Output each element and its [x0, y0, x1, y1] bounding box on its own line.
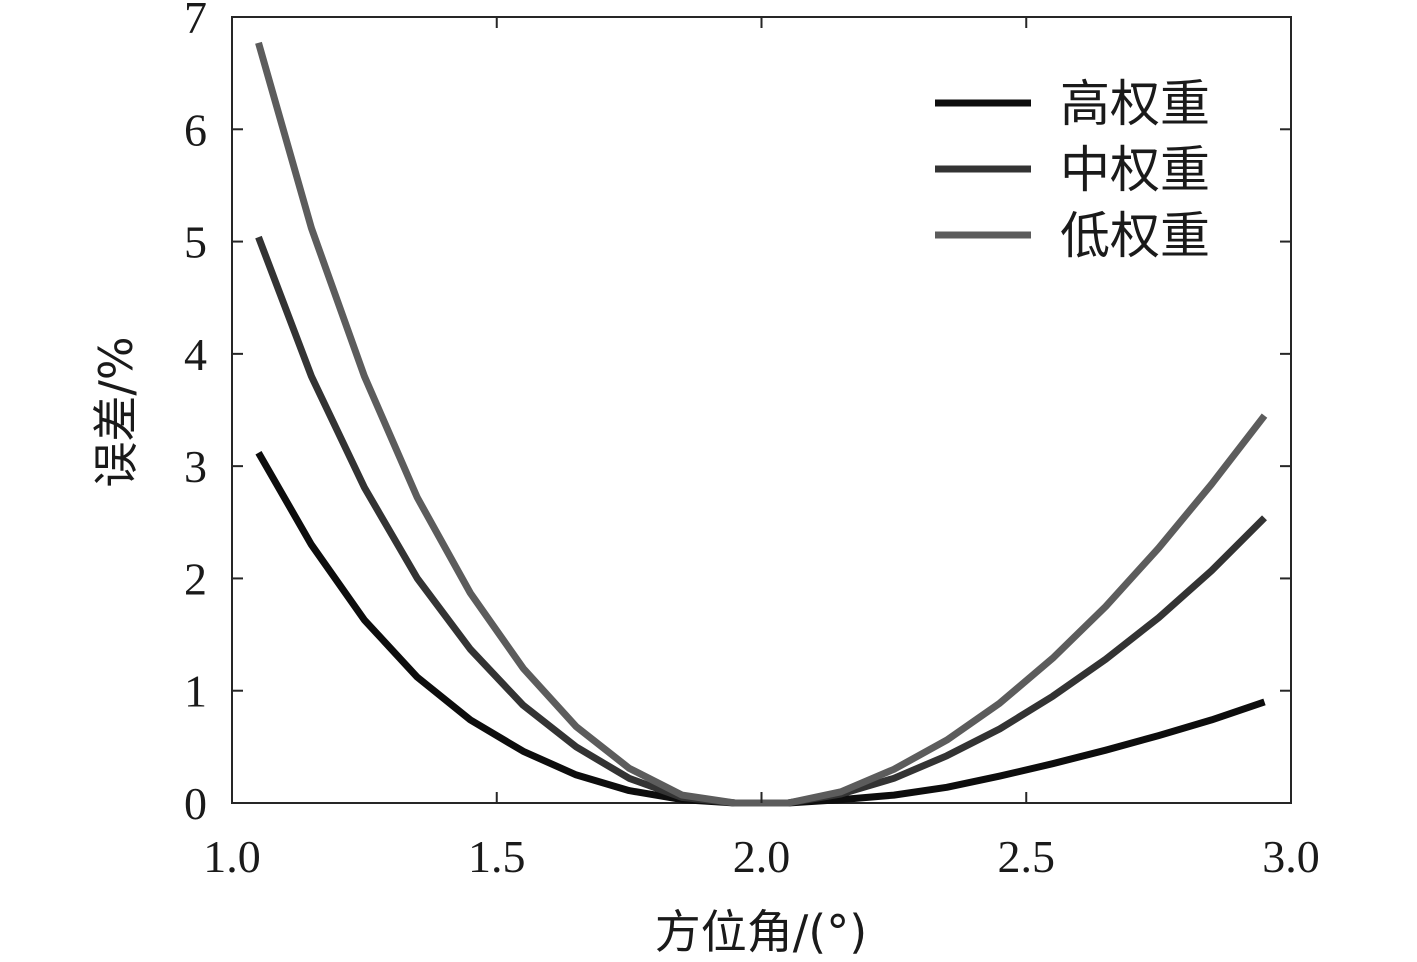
y-tick-label: 6: [184, 104, 207, 155]
series-line-1: [255, 450, 1266, 807]
tick-group: 1.0 1.5 2.0 2.5 3.0 0 1 2 3 4 5 6 7: [184, 0, 1320, 882]
y-tick-label: 7: [184, 0, 207, 43]
x-tick-label: 2.0: [733, 831, 791, 882]
x-tick-label: 1.0: [203, 831, 261, 882]
y-tick-label: 5: [184, 217, 207, 268]
legend-label-1: 高权重: [1060, 75, 1210, 133]
y-tick-label: 4: [184, 329, 207, 380]
x-tick-label: 2.5: [998, 831, 1056, 882]
series-line-2: [255, 235, 1267, 807]
plot-frame: [231, 16, 1292, 804]
y-tick-label: 2: [184, 553, 207, 604]
plot-area: [231, 16, 1292, 804]
y-axis-title: 误差/%: [89, 336, 143, 487]
legend-label-2: 中权重: [1060, 141, 1210, 199]
x-axis-title: 方位角/(°): [655, 905, 867, 959]
x-tick-label: 3.0: [1262, 831, 1320, 882]
y-tick-label: 1: [184, 666, 207, 717]
legend-label-3: 低权重: [1060, 207, 1210, 265]
y-tick-label: 3: [184, 441, 207, 492]
y-tick-label: 0: [184, 778, 207, 829]
x-tick-label: 1.5: [468, 831, 526, 882]
